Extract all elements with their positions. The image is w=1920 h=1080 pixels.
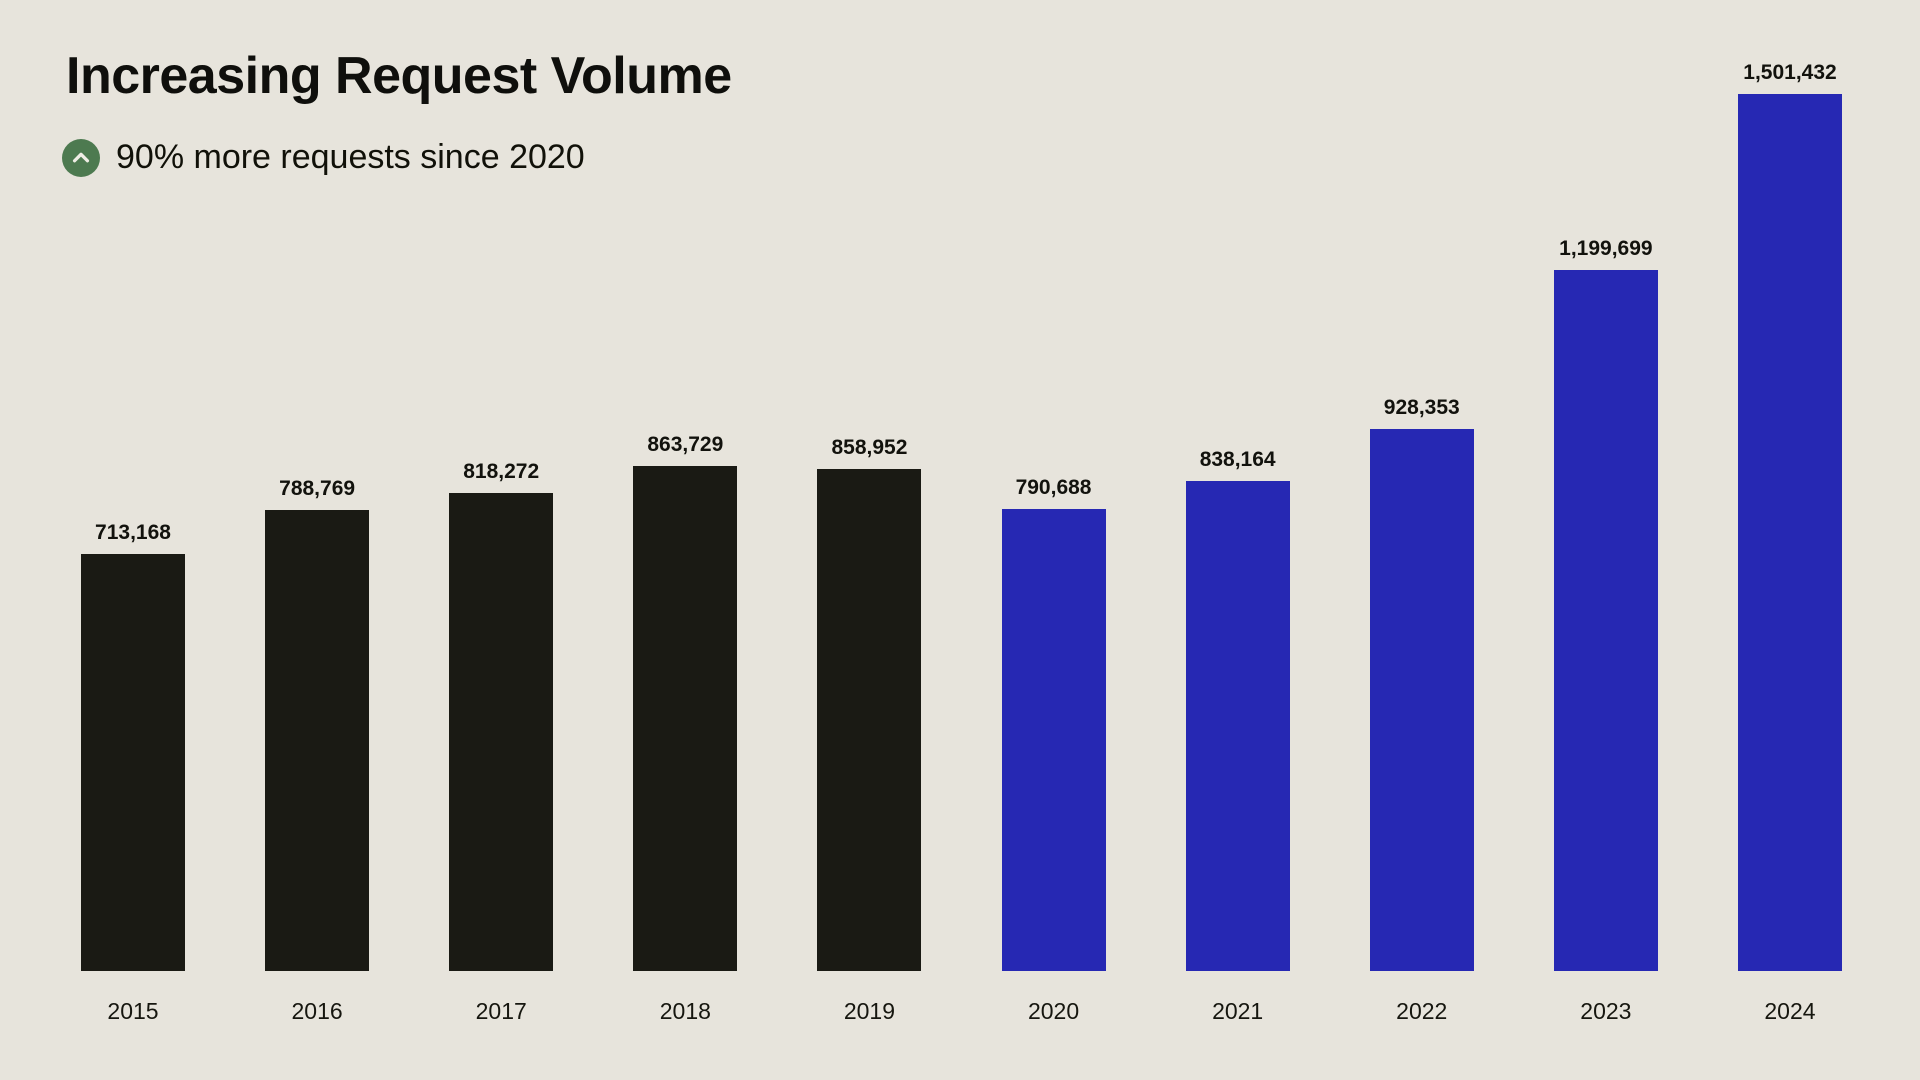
bar-rect-2019 [817, 469, 922, 971]
x-tick-2021: 2021 [1212, 998, 1264, 1024]
bar-rect-2017 [449, 493, 554, 971]
bar-column-2015: 713,168 [81, 521, 185, 971]
x-tick-2019: 2019 [843, 998, 896, 1024]
bar-value-label: 790,688 [1015, 476, 1092, 499]
bar-column-2023: 1,199,699 [1553, 237, 1658, 971]
bar-value-label: 928,353 [1383, 396, 1460, 419]
chart-title: Increasing Request Volume [66, 47, 732, 105]
bar-rect-2024 [1737, 94, 1842, 971]
bar-rect-2016 [265, 510, 370, 971]
chart-subtitle-row: 90% more requests since 2020 [62, 138, 585, 177]
x-tick-2022: 2022 [1396, 998, 1448, 1024]
x-tick-2024: 2024 [1764, 998, 1816, 1024]
x-tick-2020: 2020 [1027, 998, 1080, 1024]
bar-column-2018: 863,729 [633, 433, 738, 971]
bar-rect-2020 [1001, 509, 1106, 971]
x-tick-2016: 2016 [291, 998, 343, 1024]
bar-column-2021: 838,164 [1185, 448, 1290, 971]
bar-value-label: 788,769 [279, 477, 356, 500]
chart-subtitle: 90% more requests since 2020 [116, 138, 585, 176]
x-axis-labels: 2015 2016 2017 2018 2019 2020 2021 2022 2023 2024 [81, 998, 1842, 1025]
bar-chart-plot-area: 713,168 788,769 818,272 863,729 858,952 790,6… [81, 31, 1842, 971]
chevron-up-circle-icon [62, 138, 100, 177]
bar-column-2016: 788,769 [265, 477, 370, 971]
bar-rect-2023 [1553, 270, 1658, 971]
bar-column-2022: 928,353 [1369, 396, 1474, 971]
x-tick-2018: 2018 [659, 998, 711, 1024]
bar-column-2017: 818,272 [449, 460, 554, 971]
bar-rect-2022 [1369, 429, 1474, 971]
bar-value-label: 713,168 [95, 521, 171, 544]
x-tick-2017: 2017 [475, 998, 527, 1024]
bar-value-label: 863,729 [647, 433, 724, 456]
x-tick-2015: 2015 [107, 998, 159, 1024]
bar-rect-2015 [81, 554, 185, 971]
bar-value-label: 1,501,432 [1743, 61, 1837, 84]
bar-value-label: 838,164 [1199, 448, 1276, 471]
bar-column-2020: 790,688 [1001, 476, 1106, 971]
bar-rect-2018 [633, 466, 738, 971]
x-tick-2023: 2023 [1580, 998, 1632, 1024]
bar-value-label: 818,272 [463, 460, 540, 483]
bar-column-2019: 858,952 [817, 436, 922, 971]
bar-rect-2021 [1185, 481, 1290, 971]
bar-value-label: 1,199,699 [1559, 237, 1653, 260]
bar-column-2024: 1,501,432 [1737, 61, 1842, 971]
bar-value-label: 858,952 [831, 436, 908, 459]
